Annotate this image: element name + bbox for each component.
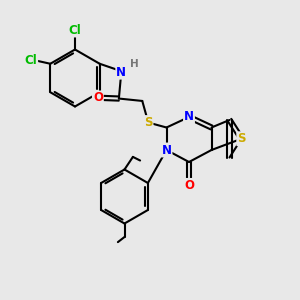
Text: S: S [237,132,246,145]
Text: O: O [184,179,194,192]
Text: Cl: Cl [69,23,81,37]
Text: H: H [130,59,138,69]
Text: N: N [161,143,172,157]
Text: N: N [116,66,126,79]
Text: S: S [144,116,152,129]
Text: O: O [93,92,103,104]
Text: Cl: Cl [24,54,37,67]
Text: N: N [184,110,194,124]
